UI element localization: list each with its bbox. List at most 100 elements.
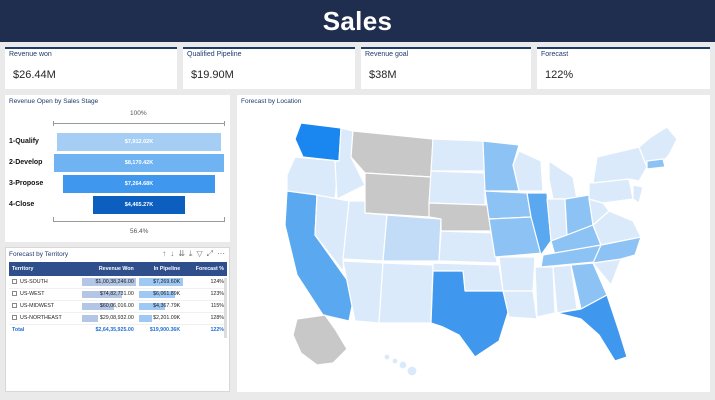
total-label: Total <box>12 327 25 334</box>
map-region-north-dakota <box>430 138 486 172</box>
forecast-cell: 115% <box>183 300 227 313</box>
funnel-bar-develop[interactable]: $8,170.42K <box>54 154 224 172</box>
map-region-kansas <box>438 230 498 264</box>
map-region-texas <box>430 270 510 358</box>
table-row[interactable]: US-NORTHEAST $29,08,932.00 $2,201.09K 128% <box>9 312 227 325</box>
pipeline-cell: $7,269.60K <box>136 276 184 289</box>
kpi-value: $26.44M <box>13 69 56 81</box>
expand-icon[interactable] <box>12 291 17 297</box>
territory-panel[interactable]: Forecast by Territory ↑ ↓ ⇊ ⤓ ▽ ⤢ ⋯ Terr… <box>5 247 230 392</box>
forecast-cell: 123% <box>183 288 227 301</box>
conversion-tick <box>53 217 54 222</box>
column-header[interactable]: Revenue Won <box>80 262 137 276</box>
map-region-wyoming <box>364 172 432 218</box>
pipeline-bar <box>138 302 166 310</box>
kpi-value: $38M <box>369 69 397 81</box>
funnel-title: Revenue Open by Sales Stage <box>9 98 99 105</box>
column-header[interactable]: Forecast % <box>183 262 227 276</box>
kpi-revenue-goal[interactable]: Revenue goal $38M <box>361 47 531 89</box>
kpi-forecast[interactable]: Forecast 122% <box>537 47 710 89</box>
map-region-florida <box>556 294 628 362</box>
map-region-wisconsin <box>512 150 544 192</box>
territory-table: Territory Revenue Won In Pipeline Foreca… <box>9 262 227 336</box>
funnel-bottom-rate: 56.4% <box>130 228 149 235</box>
forecast-cell: 124% <box>183 276 227 289</box>
map-region-louisiana <box>502 290 538 320</box>
map-region-new-york <box>592 146 648 184</box>
map-region-nevada <box>314 194 350 272</box>
stage-label-qualify: 1-Qualify <box>9 138 39 145</box>
stage-label-propose: 3-Propose <box>9 180 44 187</box>
pipeline-bar <box>138 278 183 286</box>
kpi-revenue-won[interactable]: Revenue won $26.44M <box>5 47 177 89</box>
map-region-alaska <box>292 314 348 366</box>
table-row[interactable]: US-SOUTH $1,00,38,246.00 $7,269.60K 124% <box>9 276 227 289</box>
down-arrow-icon[interactable]: ↓ <box>170 249 175 258</box>
total-row: Total $2,64,35,925.00 $19,900.36K 122% <box>9 324 227 336</box>
map-region-arizona <box>342 260 384 324</box>
conversion-line-top <box>53 123 225 124</box>
total-won: $2,64,35,925.00 <box>95 327 134 334</box>
conversion-line-bottom <box>53 221 225 222</box>
revenue-won-bar <box>82 302 115 310</box>
revenue-won-cell: $1,00,38,246.00 <box>80 276 137 289</box>
revenue-won-bar <box>82 290 123 298</box>
map-region-mississippi <box>534 266 556 318</box>
kpi-label: Forecast <box>541 51 569 58</box>
map-panel[interactable]: Forecast by Location <box>237 95 710 392</box>
expand-icon[interactable] <box>12 303 17 309</box>
pipeline-bar <box>138 314 152 322</box>
map-region-montana <box>350 130 434 178</box>
pipeline-cell: $6,061.89K <box>136 288 184 301</box>
pipeline-cell: $4,367.79K <box>136 300 184 313</box>
table-row[interactable]: US-MIDWEST $60,06,016.00 $4,367.79K 115% <box>9 300 227 313</box>
forecast-cell: 128% <box>183 312 227 325</box>
map-region-illinois <box>526 192 552 256</box>
revenue-won-bar <box>82 278 136 286</box>
map-region-new-mexico <box>378 262 434 324</box>
visual-toolbar: ↑ ↓ ⇊ ⤓ ▽ ⤢ ⋯ <box>162 249 225 259</box>
funnel-top-rate: 100% <box>130 110 147 117</box>
map-region-colorado <box>382 214 442 262</box>
pipeline-cell: $2,201.09K <box>136 312 184 325</box>
funnel-panel[interactable]: Revenue Open by Sales Stage 100% 1-Quali… <box>5 95 230 242</box>
kpi-value: 122% <box>545 69 574 81</box>
scrollbar[interactable] <box>224 278 227 338</box>
double-down-icon[interactable]: ⇊ <box>178 249 185 258</box>
column-header[interactable]: In Pipeline <box>136 262 184 276</box>
map-region-south-dakota <box>428 170 486 206</box>
conversion-tick <box>224 217 225 222</box>
total-forecast: 122% <box>210 327 224 334</box>
funnel-bar-close[interactable]: $4,465.27K <box>92 196 186 214</box>
table-row[interactable]: US-WEST $74,82,731.00 $6,061.89K 123% <box>9 288 227 301</box>
conversion-tick <box>224 121 225 126</box>
revenue-won-cell: $60,06,016.00 <box>80 300 137 313</box>
us-map[interactable] <box>237 95 710 392</box>
map-region-indiana <box>546 198 568 242</box>
funnel-bar-qualify[interactable]: $7,912.02K <box>56 133 222 151</box>
revenue-won-cell: $74,82,731.00 <box>80 288 137 301</box>
kpi-qualified-pipeline[interactable]: Qualified Pipeline $19.90M <box>183 47 355 89</box>
map-region-new-jersey <box>632 184 644 204</box>
map-region-arkansas <box>498 256 536 292</box>
focus-icon[interactable]: ⤢ <box>206 249 213 258</box>
kpi-label: Revenue won <box>9 51 52 58</box>
map-region-massachusetts <box>646 158 666 170</box>
conversion-tick <box>53 121 54 126</box>
page-title: Sales <box>322 5 393 36</box>
filter-icon[interactable]: ▽ <box>196 249 203 258</box>
expand-icon[interactable]: ⤓ <box>188 249 193 258</box>
up-arrow-icon[interactable]: ↑ <box>162 249 167 258</box>
funnel-bar-propose[interactable]: $7,264.68K <box>63 175 215 193</box>
territory-cell: US-NORTHEAST <box>9 312 81 325</box>
territory-cell: US-SOUTH <box>9 276 81 289</box>
expand-icon[interactable] <box>12 278 17 284</box>
more-icon[interactable]: ⋯ <box>217 249 225 258</box>
territory-title: Forecast by Territory <box>9 251 69 258</box>
column-header[interactable]: Territory <box>9 262 81 276</box>
map-region-michigan <box>548 160 578 200</box>
stage-label-close: 4-Close <box>9 201 35 208</box>
kpi-label: Revenue goal <box>365 51 409 58</box>
expand-icon[interactable] <box>12 315 17 321</box>
kpi-label: Qualified Pipeline <box>187 51 242 58</box>
